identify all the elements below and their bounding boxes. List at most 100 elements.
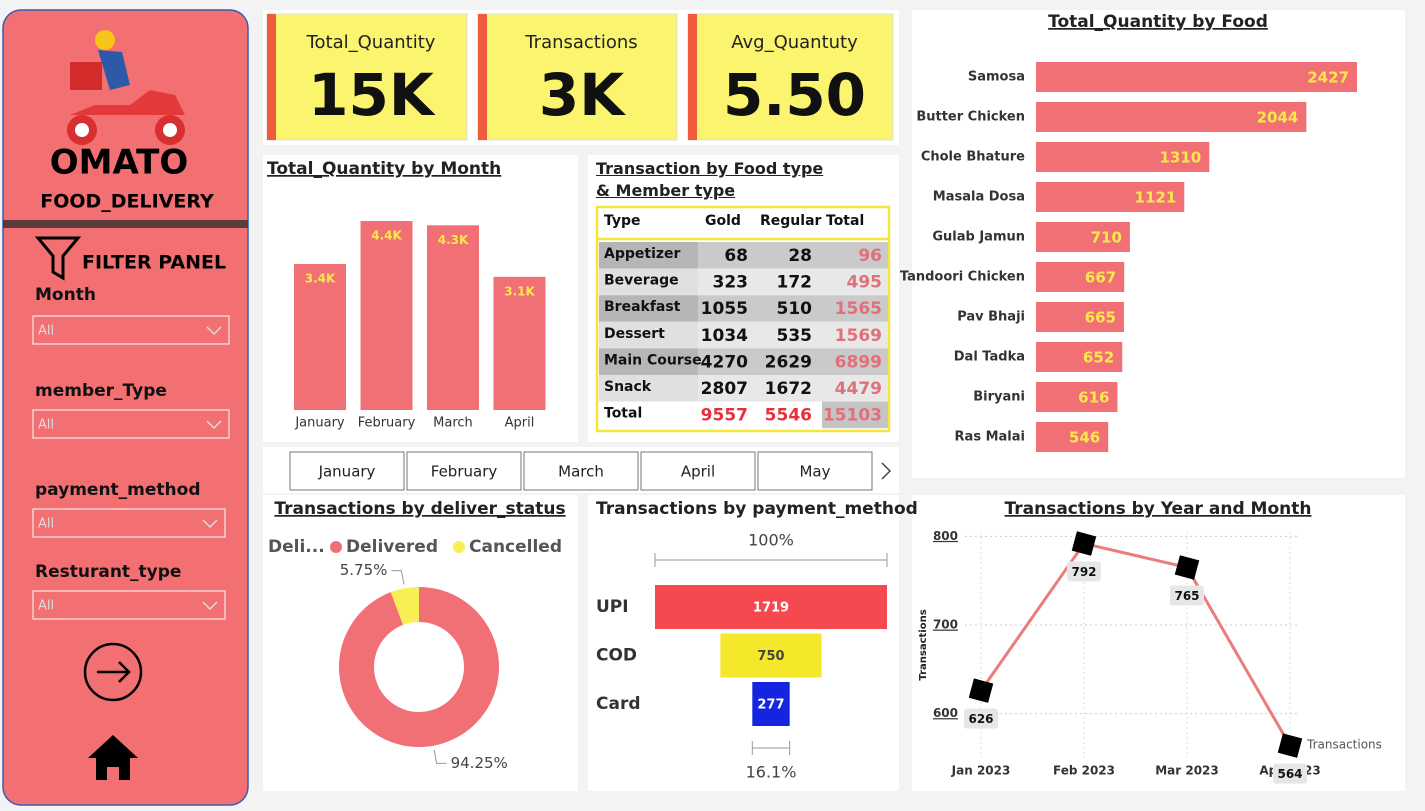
bar — [427, 225, 479, 410]
kpi-card — [266, 13, 468, 141]
table-cell-bg — [599, 375, 698, 402]
table-cell-bg — [698, 295, 822, 322]
kpi-card — [477, 13, 678, 141]
data-label: 4.3K — [438, 233, 469, 247]
bar — [1036, 62, 1357, 92]
percent-label: 16.1% — [746, 763, 797, 782]
dropdown-caret — [206, 326, 222, 336]
legend-label: Cancelled — [469, 537, 562, 557]
bar — [1036, 342, 1123, 372]
y-axis-title: Transactions — [918, 609, 929, 680]
filter-label: payment_method — [35, 480, 201, 500]
slicer-button[interactable] — [523, 451, 639, 491]
table-cell: 15103 — [823, 406, 882, 426]
slicer-label: April — [681, 463, 715, 481]
slicer-label: January — [318, 463, 376, 481]
y-tick-label: 600 — [933, 706, 958, 720]
table-cell: 9557 — [701, 406, 748, 426]
slicer-label: May — [799, 463, 830, 481]
table-cell: 4270 — [701, 352, 748, 372]
data-label: 710 — [1091, 229, 1122, 247]
table-row-label: Breakfast — [604, 299, 681, 315]
marker — [1174, 555, 1200, 580]
table-cell-bg — [822, 401, 888, 429]
chart-title: Transactions by Year and Month — [1005, 499, 1312, 519]
bar — [493, 276, 546, 410]
data-label: 564 — [1277, 767, 1302, 781]
table-cell: 535 — [777, 326, 813, 346]
bar — [360, 221, 413, 410]
sidebar — [2, 9, 249, 806]
table-header: Gold — [705, 213, 741, 229]
y-tick-label: 800 — [933, 529, 958, 543]
table-cell: 1672 — [765, 379, 812, 399]
table-row-label: Dessert — [604, 326, 665, 342]
kpi-value: 3K — [539, 61, 626, 129]
slicer-next[interactable] — [881, 462, 892, 480]
data-label: 667 — [1085, 269, 1116, 287]
kpi-value: 15K — [308, 61, 436, 129]
table-cell: 68 — [724, 246, 748, 266]
data-label: 1310 — [1160, 149, 1202, 167]
percent-bracket — [654, 553, 888, 567]
percent-bracket — [751, 741, 791, 755]
category-label: Card — [596, 694, 641, 714]
panel — [912, 495, 1405, 791]
data-label-bg — [1273, 763, 1307, 784]
slicer-button[interactable] — [640, 451, 756, 491]
slicer-button[interactable] — [757, 451, 873, 491]
table-cell-bg — [822, 375, 888, 402]
dropdown-caret — [206, 420, 222, 430]
table-cell-bg — [599, 268, 698, 296]
data-label: 4.4K — [371, 229, 402, 243]
data-label: 5.75% — [340, 561, 388, 579]
table-row-label: Total — [604, 406, 642, 422]
category-label: UPI — [596, 597, 629, 617]
data-label-bg — [1170, 585, 1204, 606]
slicer-button[interactable] — [406, 451, 522, 491]
x-tick-label: January — [294, 416, 345, 431]
dropdown[interactable] — [32, 590, 226, 620]
table-cell: 28 — [788, 246, 812, 266]
x-tick-label: Jan 2023 — [951, 764, 1011, 778]
table-cell: 6899 — [835, 352, 882, 372]
table-cell-bg — [698, 401, 822, 429]
data-label: 1121 — [1135, 189, 1177, 207]
data-label: 792 — [1071, 565, 1096, 579]
table-cell-bg — [599, 295, 698, 322]
kpi-value: 5.50 — [723, 61, 866, 129]
filter-icon — [34, 236, 82, 281]
data-label: 2044 — [1257, 109, 1299, 127]
next-button[interactable] — [83, 642, 143, 702]
table-cell: 172 — [777, 273, 813, 293]
table-cell: 323 — [713, 273, 749, 293]
table-header: Type — [604, 213, 641, 229]
table-row-label: Beverage — [604, 273, 679, 289]
bar — [1036, 142, 1210, 172]
chart-title: Total_Quantity by Month — [267, 159, 501, 179]
y-tick-label: Tandoori Chicken — [900, 270, 1025, 285]
kpi-title: Total_Quantity — [306, 32, 436, 53]
table-cell-bg — [599, 321, 698, 349]
slicer-label: February — [431, 463, 498, 481]
data-label: 2427 — [1307, 69, 1349, 87]
table-cell: 510 — [777, 299, 813, 319]
table-cell: 1569 — [835, 326, 882, 346]
divider — [3, 220, 248, 228]
table-cell: 495 — [847, 273, 883, 293]
dropdown[interactable] — [32, 409, 230, 439]
data-label: 546 — [1069, 429, 1100, 447]
table-cell-bg — [599, 401, 698, 429]
table-cell-bg — [822, 268, 888, 296]
slicer-button[interactable] — [289, 451, 405, 491]
funnel-bar — [752, 682, 790, 726]
dropdown-value: All — [38, 517, 54, 532]
dropdown-caret — [202, 601, 218, 611]
dropdown[interactable] — [32, 315, 230, 345]
y-tick-label: Butter Chicken — [916, 110, 1025, 125]
dropdown[interactable] — [32, 508, 226, 538]
line — [979, 541, 1292, 747]
y-tick-label: Dal Tadka — [954, 350, 1025, 365]
home-button[interactable] — [88, 735, 138, 780]
